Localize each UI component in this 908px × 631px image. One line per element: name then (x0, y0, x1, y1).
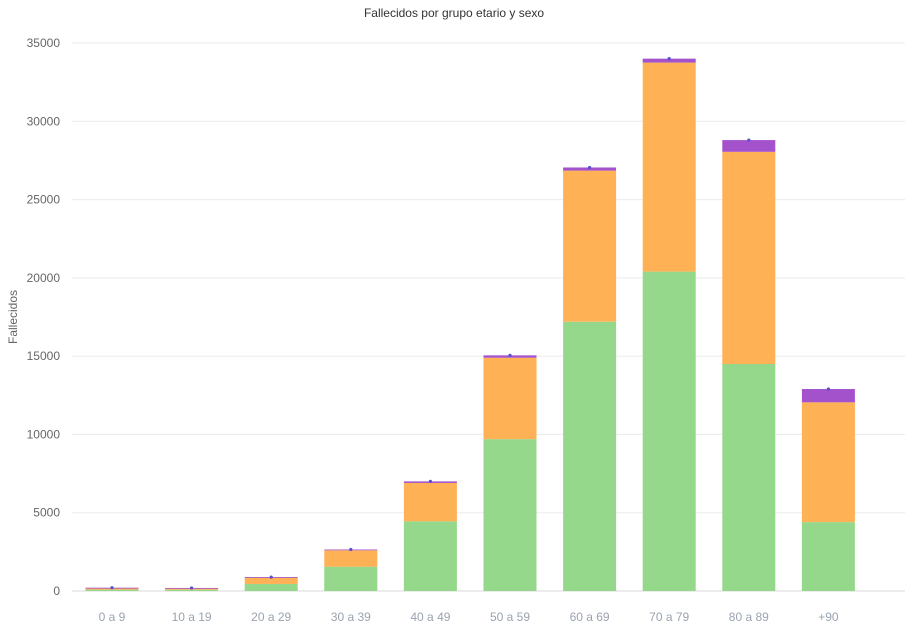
bar-segment-series-2[interactable] (642, 62, 696, 272)
bar-segment-series-1[interactable] (165, 589, 219, 591)
y-axis-ticks: 0 5000 10000 15000 20000 25000 30000 35000 (27, 36, 61, 598)
bar-segment-series-1[interactable] (85, 589, 139, 591)
bar-segment-series-1[interactable] (324, 566, 378, 591)
bar-total-marker (110, 586, 114, 590)
bar-total-marker (588, 165, 592, 170)
bar-total-marker (747, 138, 751, 142)
x-tick-label: 0 a 9 (99, 610, 126, 624)
x-tick-label: 60 a 69 (570, 610, 610, 624)
bar-segment-series-3[interactable] (722, 140, 776, 152)
y-tick-label: 0 (53, 584, 60, 598)
x-tick-label: 80 a 89 (729, 610, 769, 624)
bar-segment-series-2[interactable] (324, 550, 378, 567)
x-tick-label: 10 a 19 (172, 610, 212, 624)
bar-segment-series-2[interactable] (722, 151, 776, 364)
chart-title: Fallecidos por grupo etario y sexo (364, 6, 544, 20)
bar-total-marker (508, 353, 512, 357)
bar-segment-series-1[interactable] (722, 363, 776, 591)
bar-total-marker (826, 387, 831, 391)
bar-segment-series-1[interactable] (801, 522, 855, 591)
y-axis-title: Fallecidos (6, 290, 20, 344)
y-tick-label: 20000 (27, 271, 61, 285)
bar-segment-series-3[interactable] (801, 389, 855, 403)
bar-total-marker (667, 57, 671, 61)
bar-total-marker (349, 547, 353, 552)
y-tick-label: 25000 (27, 193, 61, 207)
bar-total-marker (428, 479, 432, 483)
y-tick-label: 30000 (27, 114, 61, 128)
bar-total-marker (190, 586, 194, 590)
x-axis-ticks: 0 a 9 10 a 19 20 a 29 30 a 39 40 a 49 50 a 59… (99, 610, 839, 624)
bar-segment-series-2[interactable] (801, 402, 855, 523)
x-tick-label: 70 a 79 (649, 610, 689, 624)
bar-segment-series-1[interactable] (642, 271, 696, 591)
bar-segment-series-2[interactable] (483, 357, 537, 440)
y-tick-label: 10000 (27, 427, 61, 441)
bars (85, 57, 855, 591)
bar-total-marker (269, 575, 273, 579)
x-tick-label: 30 a 39 (331, 610, 371, 624)
x-tick-label: 20 a 29 (251, 610, 291, 624)
y-tick-label: 15000 (27, 349, 61, 363)
bar-segment-series-2[interactable] (563, 170, 617, 322)
x-tick-label: 40 a 49 (410, 610, 450, 624)
y-tick-label: 35000 (27, 36, 61, 50)
bar-segment-series-1[interactable] (403, 521, 457, 591)
bar-segment-series-1[interactable] (244, 583, 298, 591)
bar-segment-series-2[interactable] (403, 482, 457, 522)
bar-segment-series-1[interactable] (563, 321, 617, 591)
bar-segment-series-2[interactable] (244, 577, 298, 584)
x-tick-label: +90 (818, 610, 839, 624)
bar-segment-series-1[interactable] (483, 439, 537, 591)
bar-segment-series-3[interactable] (642, 58, 696, 63)
x-tick-label: 50 a 59 (490, 610, 530, 624)
y-tick-label: 5000 (33, 506, 60, 520)
